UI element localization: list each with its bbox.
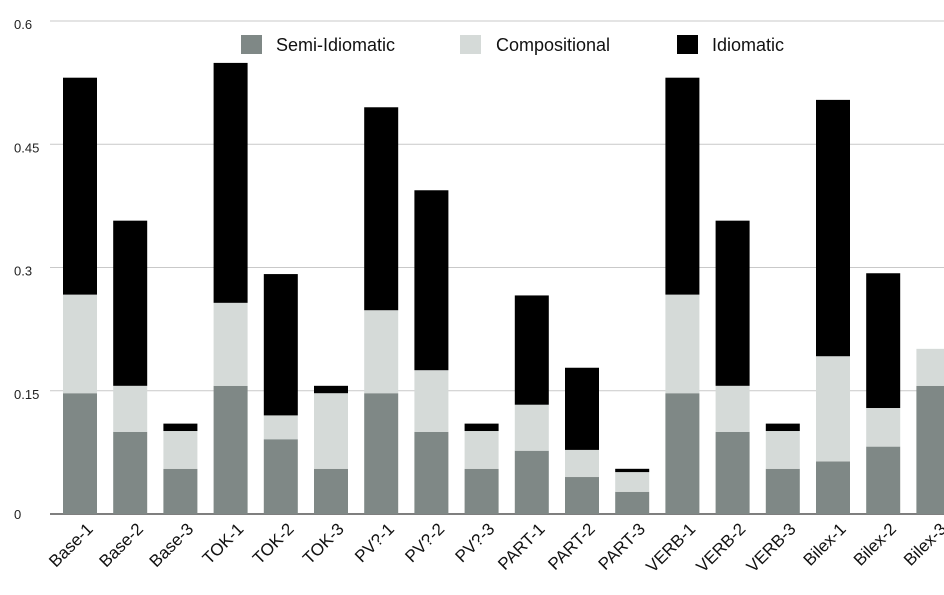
bar-semi-idiomatic — [314, 468, 348, 514]
x-tick-label: VERB-3 — [743, 519, 800, 576]
legend-swatch — [460, 35, 481, 54]
bar-semi-idiomatic — [464, 468, 499, 514]
legend-swatch — [677, 35, 698, 54]
legend-label: Idiomatic — [712, 35, 784, 55]
legend-swatch — [241, 35, 262, 54]
bar-semi-idiomatic — [414, 431, 449, 514]
bar-semi-idiomatic — [514, 450, 549, 514]
bar-idiomatic — [464, 423, 499, 432]
x-tick-label: Bilex-1 — [800, 519, 850, 569]
x-tick-label: PART-2 — [544, 519, 598, 573]
bar-semi-idiomatic — [715, 431, 750, 514]
bar-idiomatic — [715, 220, 750, 386]
x-tick-label: PART-3 — [595, 519, 649, 573]
y-tick-label: 0.3 — [14, 264, 32, 279]
x-tick-label: Base-1 — [45, 519, 97, 571]
bar-semi-idiomatic — [615, 491, 650, 514]
bar-compositional — [514, 404, 549, 451]
bar-compositional — [364, 310, 399, 394]
x-tick-label: Bilex-2 — [850, 519, 900, 569]
bar-idiomatic — [665, 77, 700, 295]
bar-semi-idiomatic — [866, 446, 901, 514]
bar-compositional — [866, 408, 901, 447]
legend: Semi-Idiomatic Compositional Idiomatic — [241, 35, 784, 55]
bar-semi-idiomatic — [816, 461, 850, 514]
y-tick-label: 0.45 — [14, 140, 39, 155]
x-tick-label: Base-2 — [95, 519, 147, 571]
bar-semi-idiomatic — [263, 439, 298, 514]
bar-idiomatic — [816, 99, 850, 357]
legend-label: Semi-Idiomatic — [276, 35, 395, 55]
bar-idiomatic — [765, 423, 800, 432]
x-tick-label: TOK-2 — [249, 519, 298, 568]
bar-compositional — [816, 356, 850, 462]
bar-compositional — [464, 431, 499, 469]
bar-semi-idiomatic — [565, 477, 599, 514]
bar-compositional — [163, 431, 198, 469]
bar-compositional — [916, 348, 944, 386]
bar-semi-idiomatic — [916, 385, 944, 514]
bars — [63, 62, 944, 514]
bar-compositional — [414, 370, 449, 432]
bar-compositional — [213, 302, 248, 386]
bar-compositional — [263, 415, 298, 440]
x-tick-label: PV?-1 — [351, 519, 398, 566]
legend-label: Compositional — [496, 35, 610, 55]
y-axis-ticks: 0 0.15 0.3 0.45 0.6 — [14, 17, 39, 522]
x-tick-label: VERB-2 — [693, 519, 750, 576]
bar-idiomatic — [263, 274, 298, 416]
bar-semi-idiomatic — [113, 431, 148, 514]
bar-idiomatic — [414, 190, 449, 371]
bar-compositional — [665, 294, 700, 394]
bar-compositional — [715, 385, 750, 432]
bar-idiomatic — [364, 107, 399, 311]
y-tick-label: 0 — [14, 507, 21, 522]
bar-compositional — [765, 431, 800, 469]
bar-idiomatic — [113, 220, 148, 386]
bar-semi-idiomatic — [665, 393, 700, 514]
bar-compositional — [565, 449, 599, 478]
bar-idiomatic — [565, 367, 599, 450]
y-tick-label: 0.6 — [14, 17, 32, 32]
bar-idiomatic — [615, 468, 650, 473]
bar-idiomatic — [63, 77, 97, 295]
x-tick-label: Bilex-3 — [900, 519, 944, 569]
bar-semi-idiomatic — [163, 468, 198, 514]
bar-compositional — [63, 294, 97, 394]
bar-idiomatic — [866, 273, 901, 409]
bar-idiomatic — [163, 423, 198, 432]
bar-semi-idiomatic — [213, 385, 248, 514]
x-tick-label: TOK-1 — [199, 519, 248, 568]
x-tick-label: PV?-2 — [401, 519, 448, 566]
x-tick-label: PART-1 — [494, 519, 548, 573]
bar-idiomatic — [314, 385, 348, 394]
x-tick-label: PV?-3 — [452, 519, 499, 566]
bar-compositional — [314, 393, 348, 469]
bar-idiomatic — [514, 295, 549, 405]
bar-semi-idiomatic — [63, 393, 97, 514]
x-tick-label: Base-3 — [146, 519, 198, 571]
x-tick-label: TOK-3 — [299, 519, 348, 568]
bar-idiomatic — [213, 62, 248, 303]
y-tick-label: 0.15 — [14, 387, 39, 402]
x-tick-label: VERB-1 — [642, 519, 699, 576]
bar-compositional — [615, 472, 650, 492]
bar-compositional — [113, 385, 148, 432]
bar-semi-idiomatic — [765, 468, 800, 514]
bar-semi-idiomatic — [364, 393, 399, 514]
